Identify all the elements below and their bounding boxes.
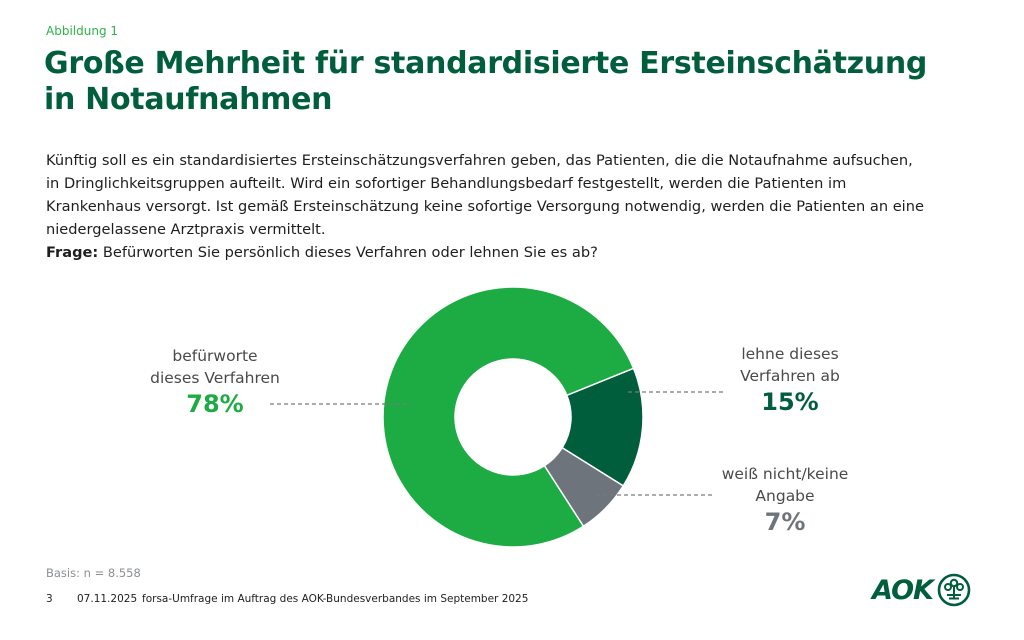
title-line-2: in Notaufnahmen [44, 82, 333, 117]
tree-emblem-icon [937, 573, 971, 607]
value-approve: 78% [186, 390, 244, 418]
value-reject: 15% [761, 388, 819, 416]
slice-approve [382, 286, 635, 548]
value-dont-know: 7% [764, 508, 806, 536]
basis-note: Basis: n = 8.558 [46, 566, 141, 580]
title-line-1: Große Mehrheit für standardisierte Erste… [44, 46, 928, 81]
label-reject-line2: Verfahren ab [740, 367, 840, 385]
aok-logo: AOK [872, 573, 971, 607]
question-label: Frage: [46, 244, 99, 261]
label-approve: befürworte dieses Verfahren 78% [140, 345, 290, 419]
intro-text: Künftig soll es ein standardisiertes Ers… [46, 149, 926, 264]
question-text: Befürworten Sie persönlich dieses Verfah… [102, 244, 598, 261]
label-dont-know: weiß nicht/keine Angabe 7% [705, 463, 865, 537]
label-reject-line1: lehne dieses [741, 345, 839, 363]
footer-date: 07.11.2025 [77, 593, 138, 605]
page-number: 3 [46, 593, 53, 605]
label-approve-line2: dieses Verfahren [150, 369, 280, 387]
figure-label: Abbildung 1 [46, 24, 119, 38]
label-reject: lehne dieses Verfahren ab 15% [715, 343, 865, 417]
logo-text: AOK [872, 574, 934, 606]
page-title: Große Mehrheit für standardisierte Erste… [44, 46, 964, 118]
label-approve-line1: befürworte [172, 347, 258, 365]
label-dont-know-line1: weiß nicht/keine [721, 465, 849, 483]
label-dont-know-line2: Angabe [755, 487, 815, 505]
footer-source: forsa-Umfrage im Auftrag des AOK-Bundesv… [142, 593, 529, 605]
intro-paragraph: Künftig soll es ein standardisiertes Ers… [46, 152, 924, 238]
